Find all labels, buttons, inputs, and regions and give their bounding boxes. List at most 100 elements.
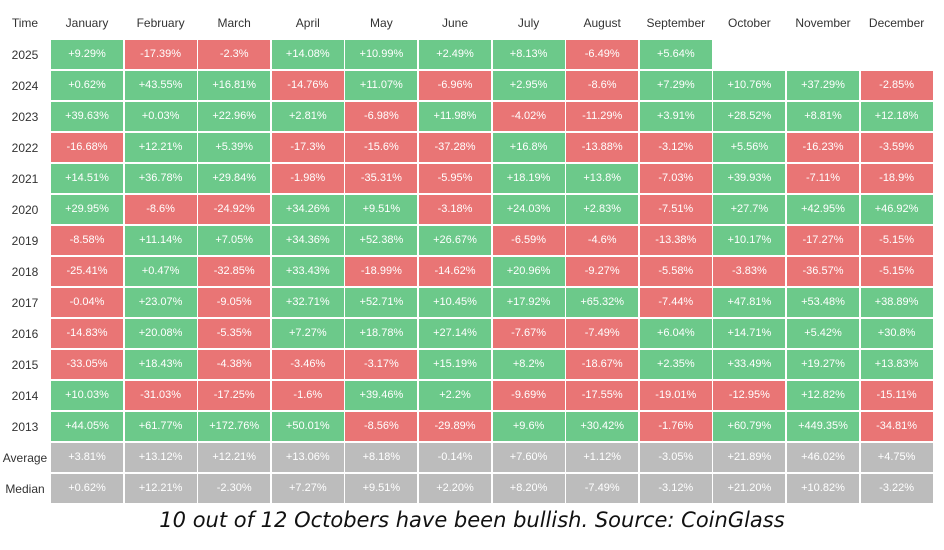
return-cell: +7.27% [271, 319, 344, 348]
chart-caption: 10 out of 12 Octobers have been bullish.… [159, 508, 785, 532]
return-cell: +37.29% [787, 71, 859, 100]
return-cell: -5.95% [419, 164, 491, 193]
return-cell: -1.76% [639, 412, 712, 441]
return-cell: +29.95% [51, 195, 123, 224]
month-header-september: September [646, 16, 706, 30]
month-header-august: August [583, 16, 621, 30]
return-cell: -1.6% [271, 381, 344, 410]
year-label-2019: 2019 [11, 234, 39, 248]
average-cell: +7.60% [492, 443, 565, 472]
return-cell: -8.56% [345, 412, 418, 441]
return-cell: -1.98% [271, 164, 344, 193]
year-label-2023: 2023 [11, 110, 39, 124]
median-cell: -7.49% [566, 474, 639, 503]
month-header-july: July [517, 16, 540, 30]
median-cell: +2.20% [419, 474, 491, 503]
return-cell: -3.17% [345, 350, 418, 379]
return-cell: +18.19% [492, 164, 565, 193]
return-cell: +42.95% [787, 195, 859, 224]
return-cell: +14.71% [713, 319, 786, 348]
return-cell: -7.11% [787, 164, 859, 193]
return-cell: -8.6% [124, 195, 197, 224]
month-header-may: May [370, 16, 393, 30]
return-cell: +30.42% [566, 412, 639, 441]
return-cell: -17.27% [787, 226, 859, 255]
return-cell: +9.51% [345, 195, 418, 224]
return-cell: -4.6% [566, 226, 639, 255]
return-cell: +17.92% [492, 288, 565, 317]
return-cell: -3.12% [639, 133, 712, 162]
return-cell: -13.38% [639, 226, 712, 255]
return-cell: -13.88% [566, 133, 639, 162]
return-cell: +26.67% [419, 226, 491, 255]
return-cell: +43.55% [124, 71, 197, 100]
return-cell: +13.83% [860, 350, 933, 379]
return-cell: +2.49% [419, 40, 491, 69]
year-label-2014: 2014 [11, 389, 39, 403]
return-cell: -32.85% [198, 257, 271, 286]
return-cell: +10.99% [345, 40, 418, 69]
return-cell: -18.67% [566, 350, 639, 379]
year-label-2013: 2013 [11, 420, 39, 434]
return-cell: -5.15% [860, 257, 933, 286]
return-cell: +0.47% [124, 257, 197, 286]
return-cell: -6.98% [345, 102, 418, 131]
return-cell: -17.25% [198, 381, 271, 410]
return-cell: +172.76% [198, 412, 271, 441]
return-cell: +2.83% [566, 195, 639, 224]
return-cell: -25.41% [51, 257, 123, 286]
return-cell: +8.2% [492, 350, 565, 379]
return-cell: -24.92% [198, 195, 271, 224]
return-cell: -7.44% [639, 288, 712, 317]
return-cell: +7.29% [639, 71, 712, 100]
return-cell: +27.7% [713, 195, 786, 224]
return-cell: +2.2% [419, 381, 491, 410]
return-cell: +60.79% [713, 412, 786, 441]
return-cell: +12.18% [860, 102, 933, 131]
month-header-october: October [728, 16, 771, 30]
return-cell: +34.26% [271, 195, 344, 224]
return-cell: +38.89% [860, 288, 933, 317]
return-cell: -14.83% [51, 319, 123, 348]
return-cell: +5.56% [713, 133, 786, 162]
return-cell: -17.3% [271, 133, 344, 162]
return-cell: -37.28% [419, 133, 491, 162]
return-cell: +14.08% [271, 40, 344, 69]
average-cell: +8.18% [345, 443, 418, 472]
return-cell: +18.78% [345, 319, 418, 348]
median-cell: +12.21% [124, 474, 197, 503]
return-cell: -7.03% [639, 164, 712, 193]
return-cell: +2.35% [639, 350, 712, 379]
year-label-2017: 2017 [11, 296, 39, 310]
return-cell: +44.05% [51, 412, 123, 441]
year-label-2021: 2021 [11, 172, 39, 186]
return-cell: +0.03% [124, 102, 197, 131]
return-cell: -9.69% [492, 381, 565, 410]
return-cell: +5.39% [198, 133, 271, 162]
year-label-2020: 2020 [11, 203, 39, 217]
return-cell: +33.49% [713, 350, 786, 379]
median-cell: +10.82% [787, 474, 859, 503]
return-cell: +6.04% [639, 319, 712, 348]
month-header-february: February [136, 16, 185, 30]
return-cell: +23.07% [124, 288, 197, 317]
return-cell: -2.3% [198, 40, 271, 69]
return-cell: +34.36% [271, 226, 344, 255]
return-cell: +24.03% [492, 195, 565, 224]
return-cell: +27.14% [419, 319, 491, 348]
return-cell: -0.04% [51, 288, 123, 317]
return-cell: +8.13% [492, 40, 565, 69]
return-cell: -8.58% [51, 226, 123, 255]
average-cell: +3.81% [51, 443, 123, 472]
return-cell: +52.71% [345, 288, 418, 317]
average-cell: +46.02% [787, 443, 859, 472]
return-cell: +9.6% [492, 412, 565, 441]
return-cell: -4.38% [198, 350, 271, 379]
return-cell: +18.43% [124, 350, 197, 379]
average-cell: +1.12% [566, 443, 639, 472]
return-cell: +28.52% [713, 102, 786, 131]
return-cell: +32.71% [271, 288, 344, 317]
return-cell: -9.05% [198, 288, 271, 317]
return-cell: -15.11% [860, 381, 933, 410]
month-header-april: April [295, 16, 320, 30]
